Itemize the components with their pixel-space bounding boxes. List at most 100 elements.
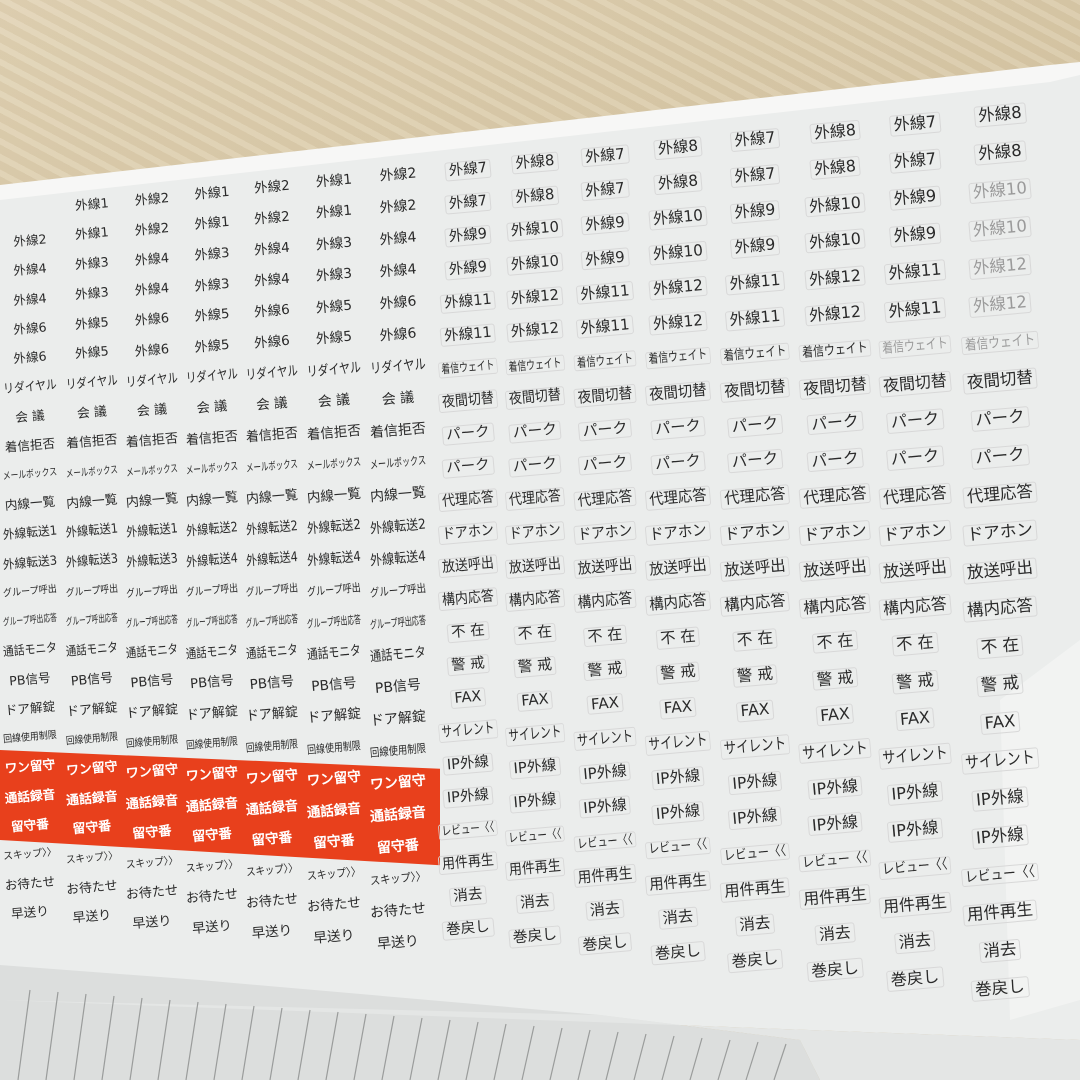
label: FAX bbox=[586, 693, 624, 716]
label: 不 在 bbox=[513, 622, 557, 646]
label: IP外線 bbox=[651, 800, 705, 825]
label: FAX bbox=[979, 710, 1021, 735]
manual-text-line bbox=[549, 1027, 563, 1080]
label: 外線7 bbox=[729, 163, 781, 188]
manual-text-line bbox=[493, 1023, 507, 1080]
label: 外線9 bbox=[888, 185, 942, 211]
label: 外線6 bbox=[12, 319, 48, 338]
label: 外線6 bbox=[378, 293, 418, 313]
label: 不 在 bbox=[891, 632, 939, 657]
label: 早送り bbox=[251, 922, 293, 942]
label: 外線3 bbox=[193, 245, 231, 264]
label: 外線3 bbox=[315, 265, 353, 285]
label: 外線3 bbox=[315, 234, 353, 254]
label: 外線3 bbox=[193, 276, 231, 295]
label: 不 在 bbox=[446, 620, 490, 644]
label: 外線2 bbox=[134, 190, 170, 209]
manual-text-line bbox=[185, 1001, 199, 1080]
manual-text-line bbox=[45, 991, 59, 1080]
label: 外線4 bbox=[253, 239, 291, 259]
label: 外線1 bbox=[315, 202, 353, 222]
manual-text-line bbox=[325, 1011, 339, 1080]
label: IP外線 bbox=[971, 823, 1029, 850]
label: 不 在 bbox=[976, 634, 1024, 660]
manual-text-line bbox=[605, 1031, 619, 1080]
manual-text-line bbox=[577, 1029, 591, 1080]
manual-text-line bbox=[381, 1015, 395, 1080]
label: 消去 bbox=[448, 885, 488, 907]
manual-text-line bbox=[465, 1021, 479, 1080]
label: 警 戒 bbox=[891, 669, 939, 694]
label: 会 議 bbox=[136, 401, 168, 420]
label: 早送り bbox=[376, 932, 420, 953]
label: 外線9 bbox=[729, 199, 781, 224]
label: 不 在 bbox=[732, 628, 778, 652]
red-label-band bbox=[0, 750, 440, 866]
label: 消去 bbox=[814, 921, 856, 946]
manual-text-line bbox=[353, 1013, 367, 1080]
manual-text-line bbox=[213, 1003, 227, 1080]
label: 外線1 bbox=[74, 195, 110, 214]
label: 外線1 bbox=[193, 184, 231, 203]
manual-text-line bbox=[437, 1019, 451, 1080]
label: 外線5 bbox=[74, 314, 110, 333]
manual-text-line bbox=[661, 1035, 675, 1080]
label: PB信号 bbox=[8, 669, 52, 689]
label: 外線7 bbox=[888, 148, 942, 174]
label: 消去 bbox=[515, 891, 555, 914]
label: FAX bbox=[735, 699, 775, 723]
label: 消去 bbox=[657, 906, 699, 930]
label: 警 戒 bbox=[811, 666, 859, 691]
label: 外線7 bbox=[444, 191, 492, 215]
label: 外線5 bbox=[193, 337, 231, 356]
manual-text-line bbox=[409, 1017, 423, 1080]
label: 巻戻し bbox=[508, 924, 562, 949]
label: 警 戒 bbox=[732, 663, 778, 688]
label: 会 議 bbox=[317, 391, 351, 411]
label: 消去 bbox=[585, 898, 625, 922]
label: 会 議 bbox=[195, 398, 228, 417]
label: FAX bbox=[895, 706, 935, 731]
label: 外線8 bbox=[510, 185, 560, 209]
label: 警 戒 bbox=[655, 661, 701, 685]
label: 外線6 bbox=[378, 325, 418, 345]
label: 外線4 bbox=[378, 229, 418, 249]
manual-text-line bbox=[269, 1007, 283, 1080]
label: 会 議 bbox=[14, 407, 46, 425]
manual-text-line bbox=[773, 1043, 787, 1080]
manual-text-line bbox=[157, 999, 171, 1080]
red-label: 留守番 bbox=[131, 823, 173, 842]
manual-text-line bbox=[101, 995, 115, 1080]
label: 会 議 bbox=[76, 403, 108, 422]
label: 外線8 bbox=[973, 101, 1027, 128]
label: FAX bbox=[815, 703, 855, 727]
manual-text-line bbox=[241, 1005, 255, 1080]
manual-text-line bbox=[745, 1041, 759, 1080]
label: 外線5 bbox=[193, 307, 231, 326]
label: 会 議 bbox=[381, 389, 415, 409]
manual-text-line bbox=[129, 997, 143, 1080]
label: 警 戒 bbox=[446, 653, 490, 677]
label: 外線7 bbox=[888, 111, 942, 136]
label: 外線2 bbox=[378, 197, 418, 217]
label: 外線8 bbox=[973, 139, 1027, 166]
sheet-edge-shadow bbox=[0, 62, 1080, 200]
label: 外線5 bbox=[315, 328, 353, 348]
label: 外線6 bbox=[253, 301, 291, 321]
sheet-lower-strip bbox=[0, 1000, 1080, 1080]
label: 外線2 bbox=[253, 177, 291, 197]
manual-text-line bbox=[689, 1037, 703, 1080]
label: 消去 bbox=[734, 913, 776, 938]
manual-text-line bbox=[17, 989, 31, 1080]
label: 外線7 bbox=[580, 144, 630, 168]
label: 外線2 bbox=[253, 208, 291, 228]
manual-page bbox=[0, 965, 820, 1080]
label: 会 議 bbox=[255, 394, 289, 414]
label: 外線4 bbox=[134, 251, 170, 270]
label: 不 在 bbox=[582, 624, 628, 648]
label: 外線1 bbox=[315, 171, 353, 191]
glare bbox=[1000, 640, 1080, 1020]
label: FAX bbox=[659, 696, 697, 720]
manual-text-line bbox=[521, 1025, 535, 1080]
